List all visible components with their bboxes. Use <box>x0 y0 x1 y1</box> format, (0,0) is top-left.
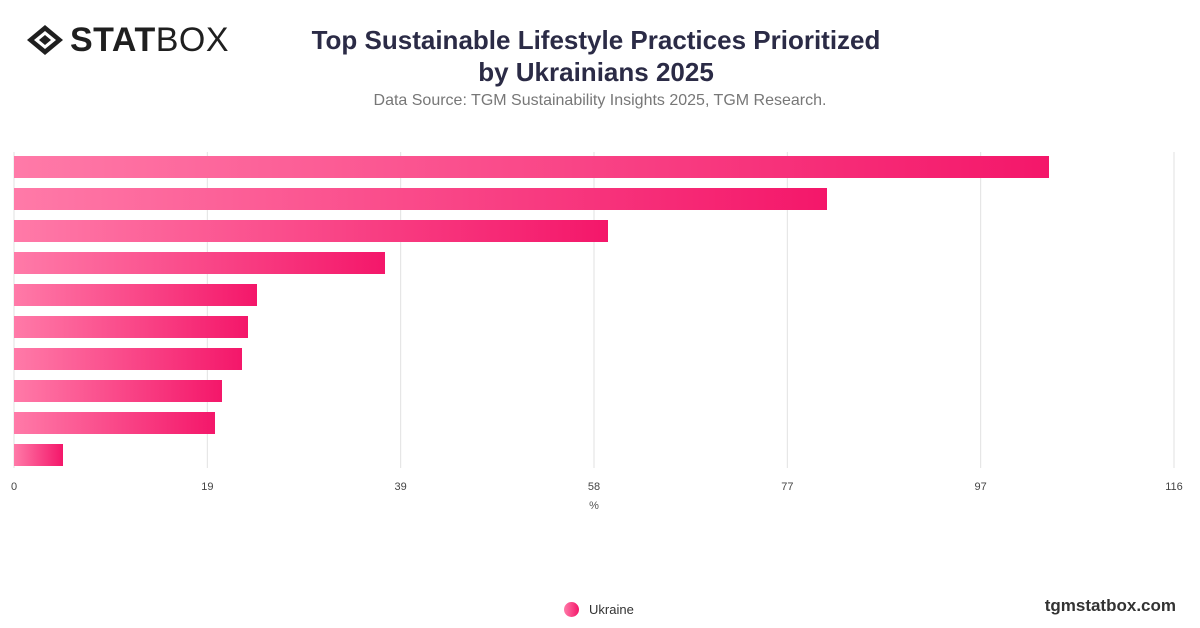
bar-chart: 0 19 39 58 77 97 116 % <box>11 152 1183 512</box>
bar-8[interactable] <box>14 380 222 402</box>
bar-5[interactable] <box>14 284 257 306</box>
statbox-diamond-icon <box>27 25 63 55</box>
legend-label-ukraine: Ukraine <box>589 602 634 617</box>
x-tick-label: 77 <box>781 481 793 493</box>
chart-subtitle: Data Source: TGM Sustainability Insights… <box>373 92 827 109</box>
site-url: tgmstatbox.com <box>1044 596 1176 615</box>
bar-3[interactable] <box>14 220 608 242</box>
brand-wordmark-bold: STAT <box>70 21 156 59</box>
bar-9[interactable] <box>14 412 215 434</box>
brand-wordmark: STATBOX <box>70 22 229 58</box>
x-tick-label: 0 <box>11 481 17 493</box>
x-tick-label: 19 <box>201 481 213 493</box>
x-tick-label: 58 <box>588 481 600 493</box>
x-axis-ticks: 0 19 39 58 77 97 116 <box>11 481 1183 493</box>
brand-wordmark-light: BOX <box>155 21 230 59</box>
bar-6[interactable] <box>14 316 248 338</box>
bar-2[interactable] <box>14 188 827 210</box>
x-axis-label: % <box>589 500 599 512</box>
bar-7[interactable] <box>14 348 242 370</box>
brand-logo: STATBOX <box>26 22 229 58</box>
x-tick-label: 39 <box>395 481 407 493</box>
x-tick-label: 97 <box>975 481 987 493</box>
legend-marker-ukraine <box>564 602 579 617</box>
legend[interactable]: Ukraine <box>564 602 634 617</box>
bars <box>14 156 1049 466</box>
bar-10[interactable] <box>14 444 63 466</box>
bar-4[interactable] <box>14 252 385 274</box>
bar-1[interactable] <box>14 156 1049 178</box>
chart-title: Top Sustainable Lifestyle Practices Prio… <box>311 25 881 87</box>
x-tick-label: 116 <box>1165 481 1183 493</box>
